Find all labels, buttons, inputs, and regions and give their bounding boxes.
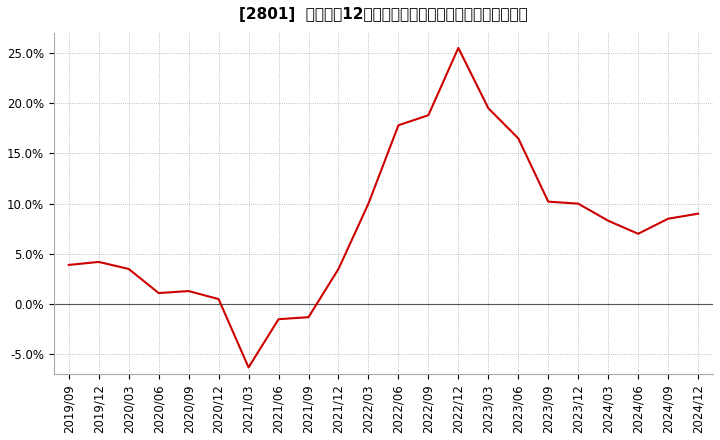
Title: [2801]  売上高の12か月移動合計の対前年同期増減率の推移: [2801] 売上高の12か月移動合計の対前年同期増減率の推移 (239, 7, 528, 22)
